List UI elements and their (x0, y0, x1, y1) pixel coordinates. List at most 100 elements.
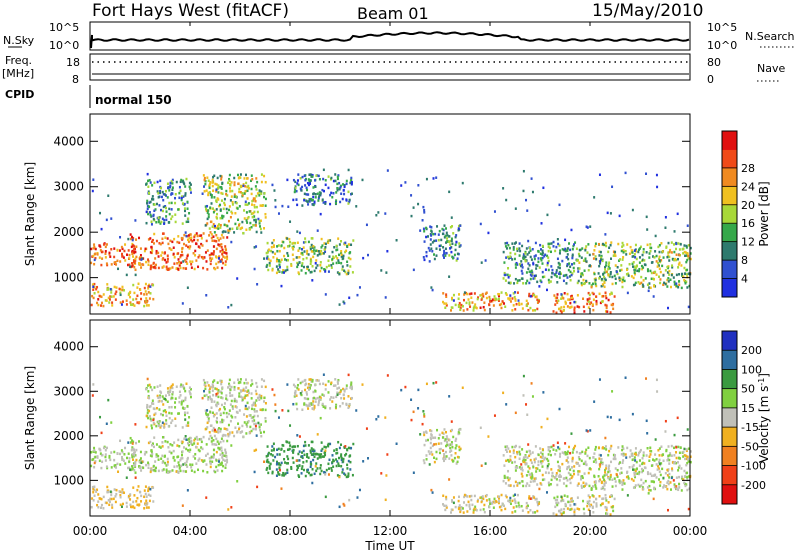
velocity-cell (521, 480, 524, 483)
velocity-cell (604, 497, 607, 500)
power-cell (164, 236, 167, 240)
power-cell (441, 227, 444, 231)
velocity-cell (605, 473, 608, 477)
power-cell (507, 243, 510, 247)
velocity-cell (218, 458, 221, 461)
power-cell (184, 231, 187, 234)
velocity-cell (335, 464, 338, 468)
velocity-cell (158, 445, 161, 448)
power-cell (313, 200, 316, 204)
velocity-cell (129, 493, 132, 496)
power-cell (129, 265, 132, 268)
power-cell (541, 253, 544, 256)
time-tick-label: 20:00 (573, 524, 608, 538)
power-cell (687, 272, 690, 275)
power-cell (655, 254, 658, 258)
power-cell (514, 263, 517, 266)
power-cell (520, 269, 523, 273)
velocity-cell (296, 434, 299, 437)
velocity-cell (324, 405, 327, 408)
power-cell (217, 243, 220, 246)
power-cell (620, 264, 623, 267)
power-cell (667, 265, 670, 268)
power-cell (675, 242, 678, 246)
power-cell (296, 179, 299, 182)
power-cell (528, 246, 531, 250)
power-cell (664, 215, 667, 219)
power-cell (203, 178, 206, 182)
power-cell (560, 297, 563, 300)
power-cell (212, 250, 215, 253)
power-cell (289, 220, 292, 223)
velocity-cell (220, 437, 223, 440)
velocity-cell (467, 500, 470, 504)
power-cell (147, 287, 150, 290)
velocity-cell (177, 412, 180, 415)
power-cell (253, 206, 256, 209)
velocity-cell (679, 446, 682, 449)
velocity-cell (178, 400, 181, 404)
velocity-cell (509, 484, 512, 487)
velocity-cell (343, 397, 346, 400)
velocity-cell (631, 458, 634, 462)
power-cell (154, 257, 157, 260)
power-cell (614, 250, 617, 254)
power-cell (143, 293, 146, 296)
velocity-cell (436, 428, 439, 432)
power-cell (318, 191, 321, 194)
velocity-cell (584, 452, 587, 455)
velocity-cell (536, 503, 539, 507)
velocity-cell (225, 397, 228, 400)
power-cell (316, 254, 319, 257)
power-cell (444, 254, 447, 257)
power-cell (566, 264, 569, 268)
velocity-cell (432, 381, 435, 385)
power-cell (217, 257, 220, 260)
velocity-cell (322, 373, 325, 376)
noise-left-tick-top: 10^5 (49, 21, 79, 34)
velocity-cell (267, 451, 270, 455)
power-cell (541, 249, 544, 252)
power-cell (347, 168, 350, 172)
power-cell (94, 252, 97, 255)
power-cell (454, 248, 457, 252)
power-cell (225, 192, 228, 196)
velocity-cell (479, 426, 482, 430)
velocity-cell (190, 469, 193, 472)
velocity-cell (570, 476, 573, 480)
velocity-cell (617, 446, 620, 449)
power-cell (564, 300, 567, 304)
velocity-cell (277, 472, 280, 476)
velocity-cell (511, 499, 514, 503)
power-cell (209, 231, 212, 234)
velocity-cell (121, 488, 124, 491)
power-cell (634, 281, 637, 285)
velocity-cell (682, 450, 685, 454)
velocity-cell (649, 489, 652, 492)
power-cell (589, 302, 592, 306)
velocity-cell (277, 471, 280, 474)
power-cell (107, 194, 110, 197)
power-cell (666, 285, 669, 288)
power-cell (637, 281, 640, 284)
velocity-cell (221, 386, 224, 389)
power-cell (608, 246, 611, 250)
power-cell (680, 286, 683, 290)
velocity-cell (598, 479, 601, 483)
velocity-cell (155, 443, 158, 446)
power-cell (457, 228, 460, 232)
power-cell (309, 173, 312, 176)
power-cell (276, 257, 279, 261)
velocity-cell (180, 401, 183, 404)
power-cell (679, 243, 682, 246)
velocity-cell (586, 430, 589, 433)
velocity-cell (450, 441, 453, 444)
velocity-cell (140, 500, 143, 503)
velocity-cell (546, 466, 549, 470)
power-cell (600, 277, 603, 281)
velocity-cell (678, 451, 681, 455)
power-cell (323, 242, 326, 245)
velocity-cell (582, 481, 585, 485)
power-cell (447, 240, 450, 244)
velocity-cell (188, 386, 191, 389)
